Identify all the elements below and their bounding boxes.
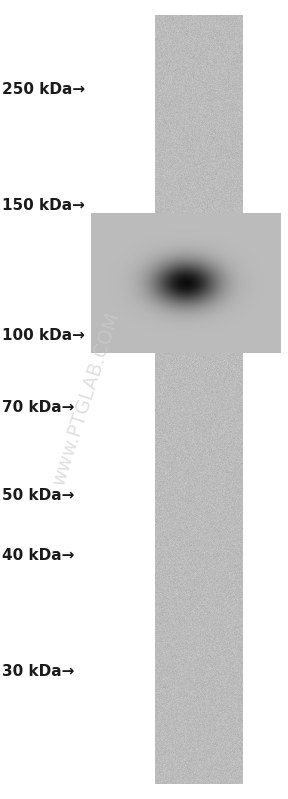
Text: 150 kDa→: 150 kDa→ bbox=[2, 198, 85, 213]
Text: 30 kDa→: 30 kDa→ bbox=[2, 665, 74, 679]
Text: 50 kDa→: 50 kDa→ bbox=[2, 488, 74, 503]
Bar bbox=[155, 15, 243, 784]
Text: www.PTGLAB.COM: www.PTGLAB.COM bbox=[49, 310, 124, 489]
Text: 70 kDa→: 70 kDa→ bbox=[2, 400, 74, 415]
Text: 250 kDa→: 250 kDa→ bbox=[2, 82, 85, 97]
Text: 100 kDa→: 100 kDa→ bbox=[2, 328, 85, 344]
Text: 40 kDa→: 40 kDa→ bbox=[2, 548, 74, 563]
